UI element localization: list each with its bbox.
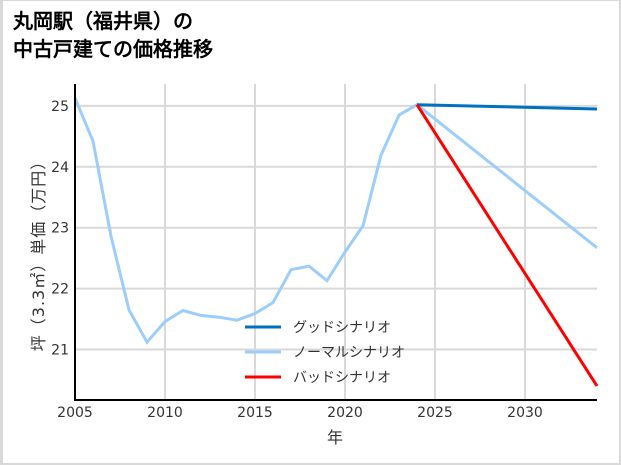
legend-label: ノーマルシナリオ	[293, 345, 405, 361]
data-series	[73, 97, 599, 387]
y-tick-label: 24	[51, 160, 69, 176]
chart-title: 丸岡駅（福井県）の 中古戸建ての価格推移	[13, 7, 213, 63]
x-tick-label: 2015	[237, 405, 273, 421]
x-tick-label: 2025	[417, 405, 453, 421]
axes	[74, 84, 597, 401]
legend-label: バッドシナリオ	[293, 370, 391, 386]
y-tick-label: 23	[51, 221, 69, 237]
x-tick-label: 2010	[147, 405, 183, 421]
y-tick-label: 21	[51, 342, 69, 358]
x-axis-label: 年	[326, 428, 344, 447]
series-line	[73, 97, 598, 345]
y-axis-label: 坪（3.3㎡）単価（万円）	[29, 152, 48, 352]
series-line	[415, 103, 599, 387]
series-line	[416, 103, 598, 111]
legend-label: グッドシナリオ	[293, 320, 391, 336]
x-tick-label: 2005	[57, 405, 93, 421]
chart-title-line1: 丸岡駅（福井県）の	[13, 9, 193, 33]
x-tick-label: 2030	[507, 405, 543, 421]
y-tick-label: 25	[51, 99, 69, 115]
x-tick-label: 2020	[327, 405, 363, 421]
y-tick-label: 22	[51, 282, 69, 298]
chart-title-line2: 中古戸建ての価格推移	[13, 37, 213, 61]
tick-labels: 2005 2010 2015 2020 2025 2030 21 22 23 24 25	[51, 99, 543, 421]
